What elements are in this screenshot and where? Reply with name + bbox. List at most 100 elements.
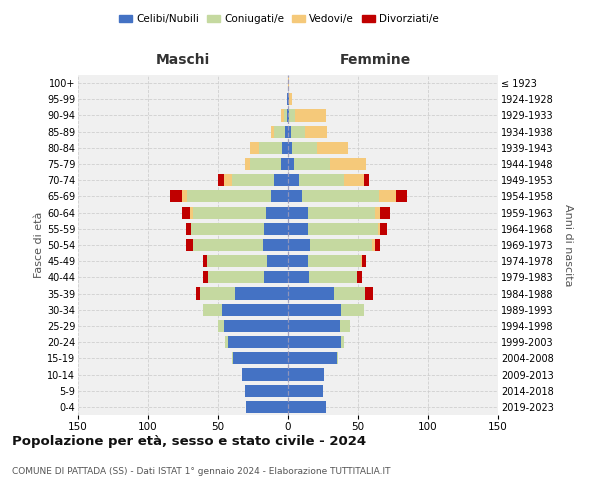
Bar — [288, 190, 302, 202]
Bar — [232, 352, 233, 364]
Text: Femmine: Femmine — [340, 54, 410, 68]
Bar — [288, 352, 337, 364]
Bar — [361, 255, 362, 268]
Bar — [302, 190, 379, 202]
Bar — [266, 206, 288, 218]
Bar — [396, 190, 407, 202]
Bar — [218, 174, 224, 186]
Bar — [203, 304, 222, 316]
Bar — [379, 190, 396, 202]
Bar — [310, 239, 372, 251]
Bar — [274, 126, 285, 138]
Bar — [186, 222, 191, 235]
Bar — [364, 174, 369, 186]
Bar — [291, 126, 305, 138]
Bar — [193, 206, 266, 218]
Bar — [284, 110, 287, 122]
Bar — [288, 384, 323, 397]
Bar — [208, 272, 264, 283]
Bar — [288, 77, 289, 89]
Bar — [334, 288, 365, 300]
Bar — [288, 110, 289, 122]
Bar — [187, 190, 271, 202]
Bar — [287, 110, 288, 122]
Bar — [259, 142, 283, 154]
Bar — [380, 222, 388, 235]
Bar — [344, 174, 364, 186]
Bar — [295, 110, 326, 122]
Bar — [264, 272, 288, 283]
Bar — [225, 336, 228, 348]
Bar — [337, 352, 338, 364]
Bar — [288, 142, 292, 154]
Bar — [250, 142, 259, 154]
Bar — [292, 142, 317, 154]
Bar — [285, 126, 288, 138]
Bar — [246, 401, 288, 413]
Bar — [233, 352, 288, 364]
Y-axis label: Fasce di età: Fasce di età — [34, 212, 44, 278]
Bar — [380, 206, 390, 218]
Bar — [267, 255, 288, 268]
Bar — [281, 110, 284, 122]
Bar — [200, 288, 235, 300]
Bar — [283, 142, 288, 154]
Y-axis label: Anni di nascita: Anni di nascita — [563, 204, 573, 286]
Bar — [288, 401, 326, 413]
Bar — [288, 126, 291, 138]
Text: COMUNE DI PATTADA (SS) - Dati ISTAT 1° gennaio 2024 - Elaborazione TUTTITALIA.IT: COMUNE DI PATTADA (SS) - Dati ISTAT 1° g… — [12, 468, 391, 476]
Bar — [308, 206, 375, 218]
Bar — [288, 222, 308, 235]
Bar — [232, 174, 274, 186]
Bar — [356, 272, 362, 283]
Bar — [288, 174, 299, 186]
Bar — [299, 174, 344, 186]
Bar — [170, 190, 182, 202]
Bar — [242, 368, 288, 380]
Bar — [372, 239, 375, 251]
Bar — [222, 304, 288, 316]
Bar — [287, 93, 288, 106]
Bar — [308, 222, 377, 235]
Bar — [330, 158, 367, 170]
Bar — [308, 255, 361, 268]
Bar — [250, 158, 281, 170]
Bar — [245, 158, 250, 170]
Bar — [293, 158, 330, 170]
Bar — [182, 190, 187, 202]
Bar — [288, 288, 334, 300]
Bar — [375, 239, 380, 251]
Bar — [245, 384, 288, 397]
Bar — [191, 222, 264, 235]
Bar — [193, 239, 263, 251]
Bar — [190, 206, 193, 218]
Bar — [309, 272, 356, 283]
Bar — [365, 288, 373, 300]
Bar — [182, 206, 190, 218]
Bar — [186, 239, 193, 251]
Bar — [271, 190, 288, 202]
Bar — [203, 272, 208, 283]
Bar — [203, 255, 207, 268]
Bar — [288, 93, 289, 106]
Bar — [377, 222, 380, 235]
Bar — [218, 320, 224, 332]
Bar — [288, 255, 308, 268]
Bar — [289, 93, 292, 106]
Bar — [274, 174, 288, 186]
Bar — [207, 255, 267, 268]
Bar — [228, 336, 288, 348]
Bar — [264, 222, 288, 235]
Bar — [288, 368, 325, 380]
Bar — [288, 239, 310, 251]
Bar — [288, 304, 341, 316]
Bar — [288, 320, 340, 332]
Text: Popolazione per età, sesso e stato civile - 2024: Popolazione per età, sesso e stato civil… — [12, 435, 366, 448]
Bar — [341, 336, 344, 348]
Bar — [288, 158, 293, 170]
Bar — [305, 126, 327, 138]
Bar — [362, 255, 367, 268]
Bar — [271, 126, 274, 138]
Bar — [196, 288, 200, 300]
Bar — [288, 272, 309, 283]
